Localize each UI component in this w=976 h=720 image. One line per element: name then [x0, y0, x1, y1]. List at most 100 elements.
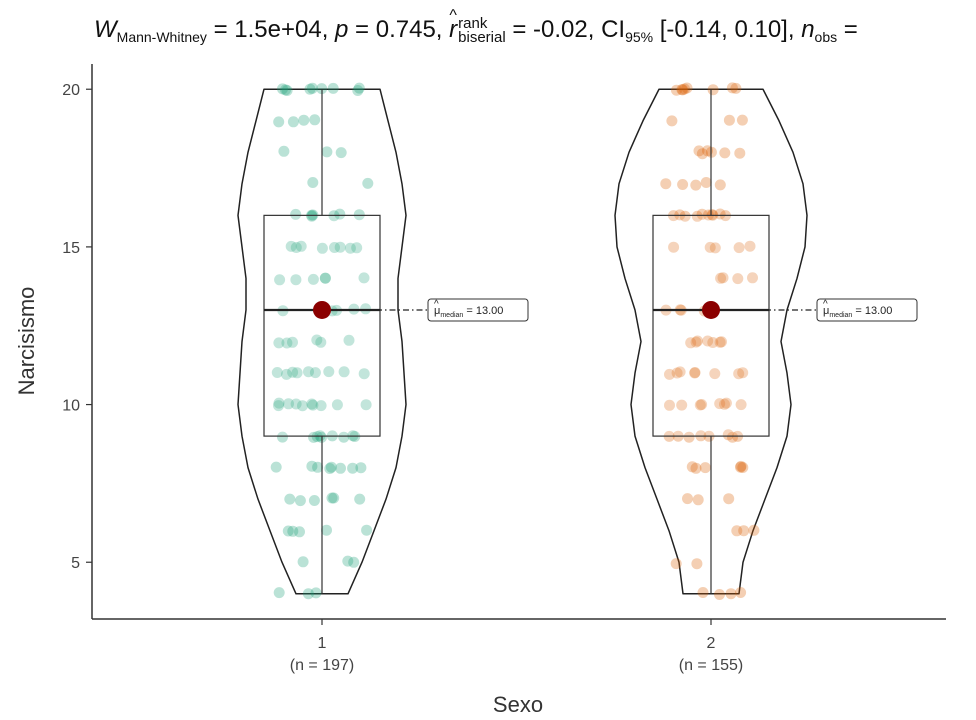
data-point [692, 335, 703, 347]
data-point [360, 399, 372, 411]
y-tick-label: 15 [62, 240, 80, 257]
data-point [719, 147, 731, 159]
data-point [719, 398, 730, 410]
median-hat: ^ [823, 299, 828, 310]
data-point [709, 368, 721, 380]
data-point [664, 368, 675, 380]
violin-group-1 [237, 88, 407, 595]
data-point [297, 400, 308, 412]
data-point [290, 398, 302, 410]
data-point [730, 82, 742, 94]
data-point [315, 336, 327, 348]
n-subscript: obs [814, 29, 838, 45]
data-point [308, 495, 320, 506]
data-point [316, 83, 328, 95]
data-point [707, 84, 719, 96]
data-point [309, 367, 321, 379]
medians: μmedian = 13.00^μmedian = 13.00^ [313, 298, 918, 322]
data-point [676, 84, 688, 96]
ci-symbol: CI [601, 16, 626, 43]
data-point [354, 493, 366, 505]
data-point [328, 492, 340, 504]
data-point [681, 82, 693, 94]
data-point [723, 493, 735, 505]
data-point [321, 146, 333, 158]
data-point [682, 493, 693, 505]
data-point [310, 587, 322, 599]
data-point [291, 367, 303, 379]
x-tick-label: 1 [318, 635, 327, 652]
data-point [306, 460, 318, 472]
stat-value: = 1.5e+04, [206, 16, 336, 43]
data-point [702, 335, 714, 347]
data-point [697, 587, 709, 598]
median-label: μmedian = 13.00 [823, 305, 892, 319]
effect-subscript: biserial [458, 28, 506, 46]
data-point [287, 525, 299, 537]
data-point [670, 558, 682, 570]
data-point [316, 242, 328, 254]
data-point [679, 210, 691, 222]
data-point [733, 368, 745, 380]
effect-value: = -0.02, [505, 16, 602, 43]
data-point [696, 148, 708, 160]
data-point [325, 461, 337, 473]
data-point [352, 85, 364, 96]
data-point [716, 336, 727, 348]
data-point [282, 525, 294, 537]
median-label-box [816, 298, 918, 322]
data-point [660, 178, 672, 190]
data-point [689, 367, 701, 378]
data-point [306, 210, 318, 222]
data-point [702, 145, 713, 157]
data-point [312, 461, 324, 473]
data-point [273, 400, 284, 412]
data-point [295, 240, 307, 252]
median-point [702, 300, 720, 319]
data-point [353, 209, 365, 221]
data-point [668, 241, 680, 253]
x-axis-title: Sexo [493, 692, 543, 717]
data-point [298, 114, 310, 126]
data-point [278, 145, 290, 157]
data-point [358, 272, 370, 284]
data-point [294, 526, 305, 538]
data-point [306, 82, 318, 94]
y-axis-title: Narcisismo [14, 287, 39, 396]
p-symbol: p [335, 16, 349, 43]
data-point [273, 397, 285, 409]
data-point [694, 399, 706, 411]
data-point [271, 367, 283, 378]
data-point [361, 524, 373, 536]
data-point [733, 242, 745, 254]
data-point [664, 399, 675, 411]
data-point [270, 461, 282, 473]
data-point [281, 368, 292, 380]
data-point [307, 399, 319, 411]
violins [237, 88, 808, 595]
data-point [714, 398, 726, 410]
data-point [284, 493, 296, 505]
data-point [283, 398, 294, 410]
data-point [303, 366, 314, 378]
n-symbol: n [801, 16, 815, 43]
data-point [735, 587, 747, 598]
data-point [355, 462, 367, 474]
data-point [747, 272, 758, 284]
data-point [273, 337, 285, 349]
data-point [297, 556, 309, 568]
box-iqr [652, 214, 770, 437]
data-point [727, 431, 738, 443]
y-tick-label: 10 [62, 398, 80, 415]
x-tick-n-label: (n = 155) [679, 657, 743, 674]
data-point [690, 179, 702, 191]
data-point [338, 366, 350, 378]
data-point [334, 241, 346, 253]
data-point [737, 367, 749, 379]
data-point [323, 366, 335, 378]
data-point [677, 84, 689, 96]
y-ticks: 5 10 15 20 [62, 82, 92, 572]
data-point [329, 242, 340, 253]
data-point [294, 495, 306, 507]
stat-symbol: W [94, 16, 117, 43]
